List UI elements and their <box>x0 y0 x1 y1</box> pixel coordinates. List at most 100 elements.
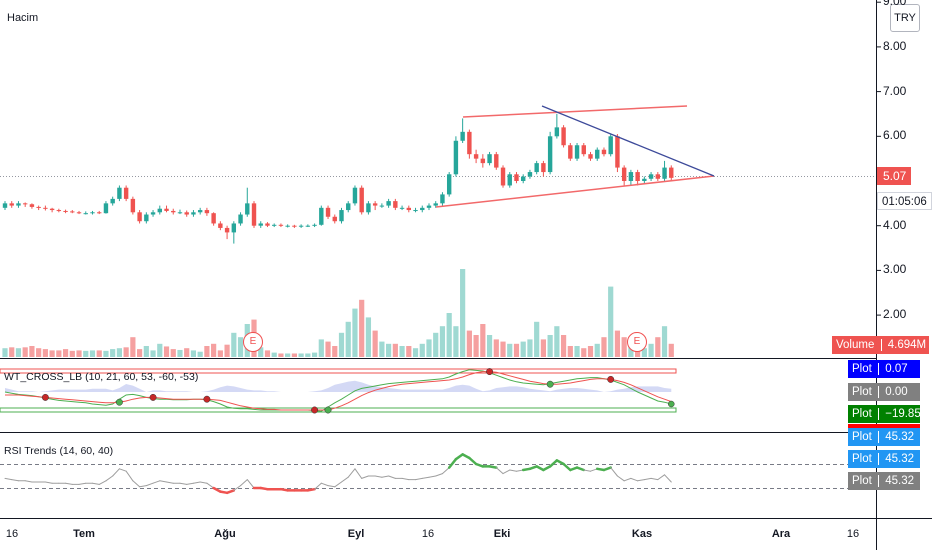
volume-bar <box>534 321 540 357</box>
candle-body <box>346 203 351 211</box>
rsi-indicator-label[interactable]: RSI Trends (14, 60, 40) <box>4 445 114 457</box>
candle-body <box>601 149 607 155</box>
volume-bar <box>217 350 223 357</box>
time-label: Ara <box>771 528 791 540</box>
volume-bar <box>520 341 526 357</box>
rsi-segment <box>159 480 168 483</box>
rsi-segment <box>354 468 363 479</box>
volume-bar <box>352 308 358 357</box>
candle-body <box>292 225 297 227</box>
candle-body <box>29 204 35 207</box>
volume-bar <box>621 337 627 357</box>
candle-body <box>527 172 533 177</box>
candle-body <box>171 210 176 213</box>
candle-body <box>547 136 553 173</box>
rsi-segment <box>502 469 511 475</box>
candle-body <box>352 187 358 204</box>
wt-cross-dot <box>668 400 675 408</box>
candle-body <box>514 174 519 181</box>
candle-body <box>588 154 593 159</box>
volume-tag-name: Volume <box>836 339 875 351</box>
volume-bar <box>554 326 560 357</box>
candle-body <box>581 145 586 155</box>
candle-body <box>568 145 573 159</box>
rsi-segment <box>630 477 639 482</box>
candle-body <box>648 174 654 179</box>
rsi-segment <box>447 457 458 469</box>
earnings-event-marker[interactable]: E <box>627 332 647 352</box>
rsi-segment <box>664 474 672 483</box>
rsi-segment <box>495 467 504 475</box>
volume-bar <box>419 343 425 357</box>
candle-body <box>117 187 122 199</box>
volume-bar <box>628 346 634 357</box>
rsi-segment <box>78 482 87 485</box>
rsi-segment <box>575 466 586 472</box>
candle-body <box>123 187 129 199</box>
currency-button[interactable]: TRY <box>890 4 920 32</box>
volume-bars <box>2 269 674 357</box>
volume-bar <box>29 346 35 357</box>
volume-bar <box>278 353 284 357</box>
rsi-plot-tag-2-value: 45.32 <box>885 453 915 465</box>
candle-body <box>90 212 95 214</box>
candle-body <box>144 214 149 222</box>
candle-body <box>507 174 512 186</box>
wt-indicator-label[interactable]: WT_CROSS_LB (10, 21, 60, 53, -60, -53) <box>4 371 199 383</box>
candle-body <box>339 210 344 222</box>
volume-bar <box>513 343 520 357</box>
rsi-plot-tag-1: Plot 45.32 <box>848 428 920 446</box>
wt-plot-tag-1-value: 0.07 <box>885 363 908 375</box>
volume-bar <box>56 350 62 357</box>
volume-bar <box>325 341 331 357</box>
rsi-segment <box>314 482 322 490</box>
rsi-segment <box>65 482 73 485</box>
candle-body <box>372 203 378 206</box>
volume-bar <box>648 343 654 357</box>
volume-bar <box>36 348 42 357</box>
wt-plot-tag-3-value: −19.85 <box>885 408 921 420</box>
candle-body <box>635 172 640 181</box>
volume-bar <box>338 332 345 357</box>
candle-body <box>245 203 250 215</box>
candle-body <box>211 213 216 224</box>
rsi-segment <box>643 477 652 481</box>
volume-bar <box>204 346 210 357</box>
triangle-lower-line <box>435 175 715 208</box>
volume-bar <box>547 335 553 357</box>
price-axis-label: 3.00 <box>883 262 907 277</box>
candle-body <box>9 203 14 206</box>
rsi-plot-tag-1-name: Plot <box>852 431 872 443</box>
candle-body <box>446 174 452 195</box>
time-label: Eyl <box>347 528 365 540</box>
candle-body <box>137 212 142 222</box>
rsi-segment <box>623 477 632 482</box>
rsi-segment <box>11 479 19 482</box>
volume-bar <box>540 339 546 357</box>
candle-body <box>319 207 324 225</box>
candle-body <box>258 223 263 226</box>
price-axis-label: 9.00 <box>883 0 907 9</box>
triangle-descending-line <box>541 105 715 177</box>
candle-body <box>184 212 189 215</box>
rsi-segment <box>616 475 625 482</box>
volume-bar <box>62 349 69 357</box>
candle-body <box>63 210 68 212</box>
volume-bar <box>123 347 129 357</box>
rsi-segment <box>152 480 161 484</box>
wt-plot-tag-2-value: 0.00 <box>885 386 908 398</box>
candle-body <box>494 154 499 168</box>
candle-body <box>554 127 560 137</box>
candle-body <box>426 205 432 208</box>
wt-cross-dot <box>486 368 494 376</box>
candle-body <box>312 224 317 226</box>
earnings-event-marker[interactable]: E <box>243 332 263 352</box>
rsi-segment <box>91 482 100 485</box>
volume-bar <box>177 349 183 357</box>
rsi-segment <box>118 468 127 472</box>
volume-bar <box>332 346 338 357</box>
volume-bar <box>96 350 102 357</box>
rsi-segment <box>347 468 356 478</box>
rsi-segment <box>555 459 565 466</box>
